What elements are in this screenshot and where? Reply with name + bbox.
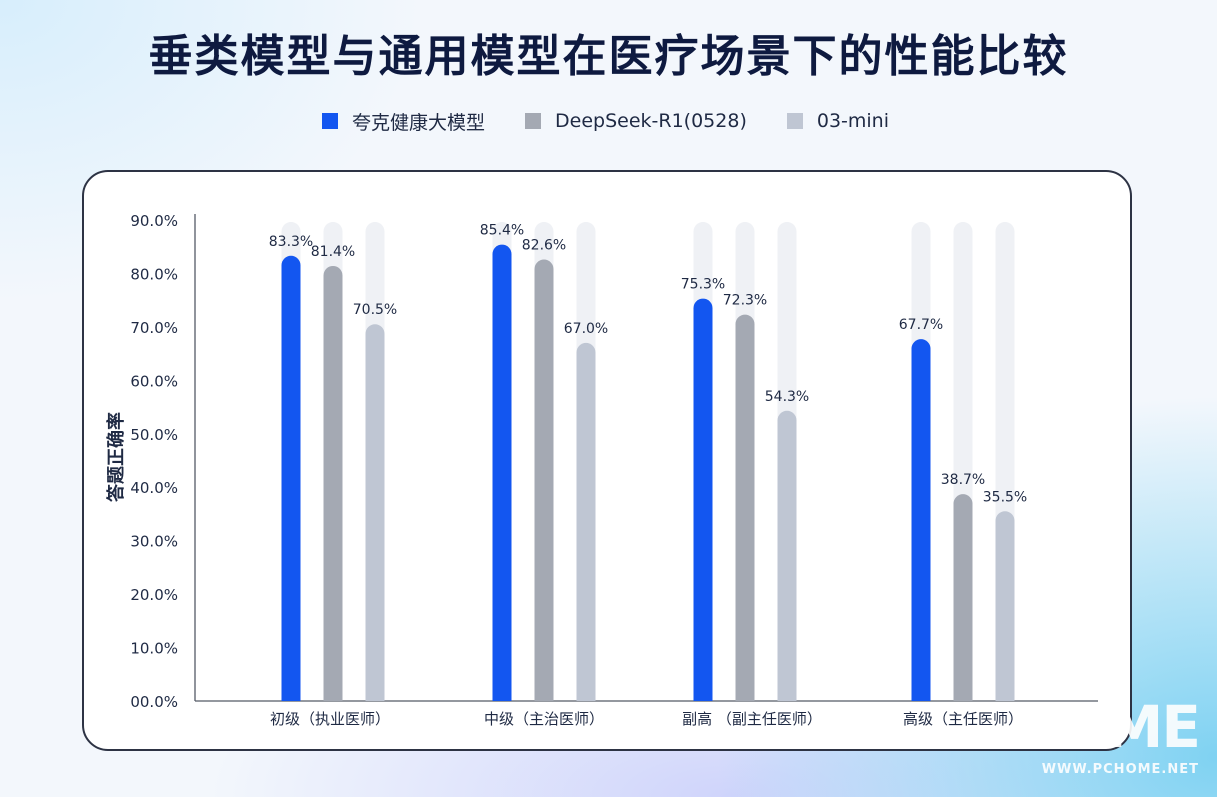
bar-body (777, 410, 797, 701)
legend-label-quark: 夸克健康大模型 (352, 111, 486, 134)
data-label: 70.5% (353, 302, 397, 318)
bar-base (576, 682, 596, 701)
bar-base (777, 682, 797, 701)
legend-swatch-deepseek (525, 113, 542, 129)
x-tick-label: 副高 （副主任医师） (682, 710, 822, 728)
watermark-url: WWW.PCHOME.NET (1041, 762, 1199, 777)
legend: 夸克健康大模型 DeepSeek-R1(0528) 03-mini (322, 108, 929, 134)
data-label: 72.3% (723, 293, 767, 309)
y-tick-label: 10.0% (130, 640, 178, 658)
bar-body (281, 255, 301, 701)
bar (576, 342, 596, 701)
bar-body (953, 494, 973, 701)
bar-body (576, 342, 596, 701)
x-tick-label: 初级（执业医师） (270, 710, 390, 728)
bar (995, 511, 1015, 701)
legend-item-o3mini: 03-mini (786, 110, 889, 132)
legend-swatch-quark (322, 113, 338, 129)
chart-title: 垂类模型与通用模型在医疗场景下的性能比较 (148, 31, 1069, 82)
bar-base (323, 682, 343, 701)
y-tick-label: 20.0% (130, 586, 178, 604)
y-axis-label: 答题正确率 (105, 412, 127, 502)
bar (281, 255, 301, 701)
y-tick-label: 30.0% (130, 533, 178, 551)
bar-base (995, 682, 1015, 701)
bar-body (492, 244, 512, 701)
legend-item-quark: 夸克健康大模型 (322, 108, 485, 135)
y-tick-label: 90.0% (130, 212, 178, 230)
y-tick-label: 40.0% (130, 479, 178, 497)
bar-base (365, 682, 385, 701)
bar-base (492, 682, 512, 701)
data-label: 83.3% (269, 234, 313, 250)
y-tick-label: 00.0% (130, 693, 178, 711)
y-tick-label: 70.0% (130, 319, 178, 337)
bar-base (534, 682, 554, 701)
legend-label-o3mini: 03-mini (816, 110, 889, 132)
bar-base (281, 682, 301, 701)
x-tick-label: 高级（主任医师） (903, 710, 1023, 728)
bar-base (693, 682, 713, 701)
bar-body (534, 259, 554, 701)
data-label: 67.0% (564, 321, 608, 337)
data-label: 82.6% (522, 238, 566, 254)
data-label: 85.4% (480, 223, 524, 239)
legend-label-deepseek: DeepSeek-R1(0528) (555, 110, 747, 132)
bar (365, 324, 385, 701)
legend-item-deepseek: DeepSeek-R1(0528) (525, 110, 747, 132)
data-label: 54.3% (765, 389, 809, 405)
bar-body (911, 339, 931, 701)
data-label: 38.7% (941, 472, 985, 488)
bar (534, 259, 554, 701)
data-label: 67.7% (899, 317, 943, 333)
bar-base (953, 682, 973, 701)
bar-base (911, 682, 931, 701)
watermark-big-text: OME (1058, 693, 1201, 761)
bar (953, 494, 973, 701)
x-tick-label: 中级（主治医师） (484, 710, 604, 728)
bar-body (323, 265, 343, 701)
bar (323, 265, 343, 701)
watermark-logo: OME WWW.PCHOME.NET (1041, 693, 1201, 777)
bar-body (693, 298, 713, 701)
bar-body (365, 324, 385, 701)
bar (492, 244, 512, 701)
data-label: 75.3% (681, 277, 725, 293)
y-tick-label: 60.0% (130, 372, 178, 390)
bar-body (995, 511, 1015, 701)
bar-body (735, 314, 755, 701)
data-label: 35.5% (983, 489, 1027, 505)
bar-base (735, 682, 755, 701)
y-tick-label: 50.0% (130, 426, 178, 444)
bar (735, 314, 755, 701)
bar (777, 410, 797, 701)
legend-swatch-o3mini (786, 113, 803, 129)
bar (693, 298, 713, 701)
bar (911, 339, 931, 701)
y-tick-label: 80.0% (130, 265, 178, 283)
data-label: 81.4% (311, 244, 355, 260)
